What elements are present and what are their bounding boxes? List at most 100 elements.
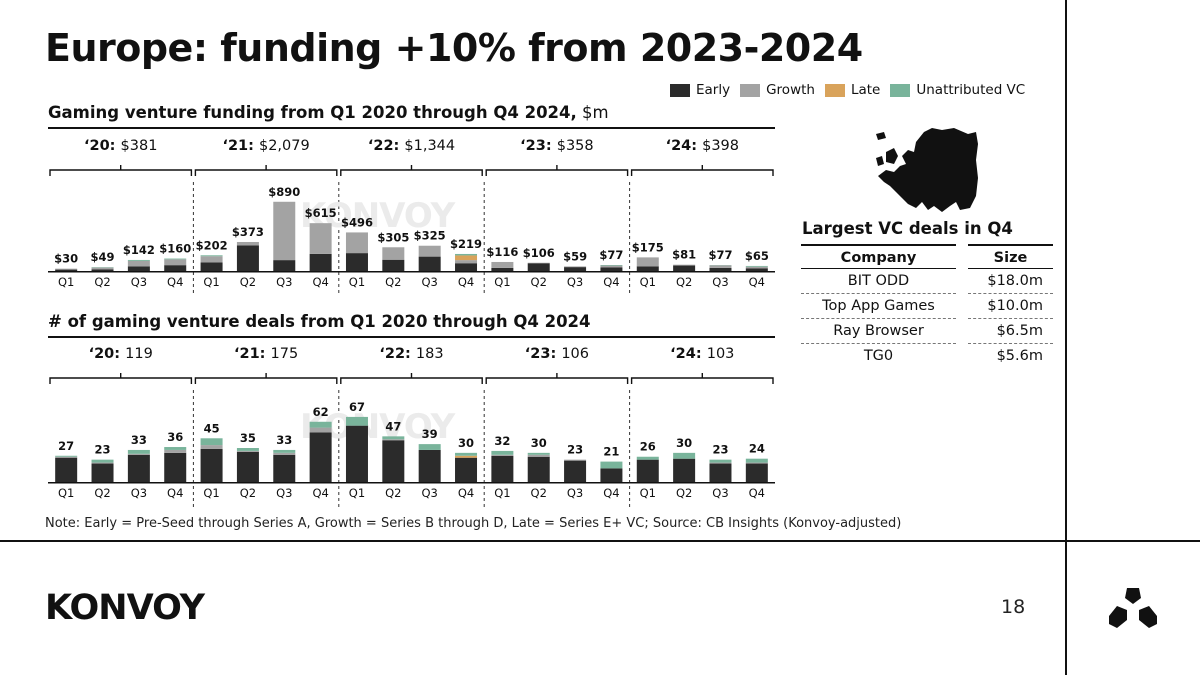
x-tick-label: Q3 [276, 486, 292, 500]
bar-segment-growth [164, 259, 187, 266]
bar-segment-early [345, 253, 368, 271]
bar-total-label: $160 [159, 242, 191, 256]
bar-segment-growth [709, 265, 732, 268]
legend-swatch-early [670, 83, 690, 97]
year-total: $2,079 [259, 138, 310, 154]
x-tick-label: Q4 [749, 275, 765, 289]
table-row: Top App Games $10.0m [801, 293, 1053, 319]
column-gap [956, 319, 968, 344]
right-divider [1065, 0, 1067, 675]
bar-segment-unattributed-vc [418, 444, 441, 450]
year-total-label: ‘22: $1,344 [368, 138, 455, 154]
bar-segment-unattributed-vc [309, 421, 332, 428]
bar-segment-unattributed-vc [200, 438, 223, 446]
x-tick-label: Q1 [494, 486, 510, 500]
bar-total-label: $219 [450, 237, 482, 251]
x-tick-label: Q2 [531, 275, 547, 289]
x-tick-label: Q3 [421, 275, 437, 289]
legend-label-growth: Growth [766, 82, 815, 98]
deals-chart-title: # of gaming venture deals from Q1 2020 t… [48, 312, 591, 331]
largest-deals-table: Company Size BIT ODD $18.0m Top App Game… [801, 244, 1053, 368]
year-total-label: ‘21: 175 [234, 346, 298, 362]
legend-label-unattributed: Unattributed VC [916, 82, 1026, 98]
bar-total-label: 24 [749, 442, 765, 456]
x-tick-label: Q2 [94, 275, 110, 289]
bar-segment-unattributed-vc [600, 265, 623, 266]
x-tick-label: Q3 [421, 486, 437, 500]
bar-segment-early [564, 267, 587, 271]
bar-segment-growth [745, 462, 768, 464]
bar-total-label: $175 [632, 240, 664, 254]
x-tick-label: Q2 [385, 275, 401, 289]
bar-segment-unattributed-vc [600, 461, 623, 469]
bar-segment-early [309, 432, 332, 482]
bar-segment-early [600, 468, 623, 482]
bar-segment-unattributed-vc [745, 458, 768, 463]
funding-chart-title: Gaming venture funding from Q1 2020 thro… [48, 103, 609, 122]
bar-segment-early [164, 452, 187, 482]
legend-swatch-growth [740, 83, 761, 97]
bar-total-label: 23 [567, 443, 583, 457]
bar-segment-early [55, 457, 78, 482]
bar-total-label: $106 [523, 246, 555, 260]
bar-total-label: 32 [494, 434, 510, 448]
bar-segment-growth [418, 245, 441, 257]
bar-segment-early [345, 425, 368, 482]
bar-segment-growth [636, 257, 659, 267]
x-tick-label: Q4 [458, 486, 474, 500]
bar-segment-unattributed-vc [455, 253, 478, 256]
bar-total-label: $142 [123, 243, 155, 257]
bar-segment-early [127, 266, 150, 271]
bar-segment-unattributed-vc [491, 450, 514, 455]
company-column-header: Company [801, 244, 956, 269]
bar-segment-early [418, 449, 441, 482]
bar-segment-unattributed-vc [709, 459, 732, 463]
deal-company: BIT ODD [801, 268, 956, 294]
legend-swatch-unattributed [890, 83, 911, 97]
x-tick-label: Q3 [567, 486, 583, 500]
year-total: $398 [702, 138, 739, 154]
bar-segment-growth [745, 266, 768, 269]
bar-total-label: $65 [745, 249, 769, 263]
bar-total-label: $77 [708, 248, 732, 262]
bar-segment-growth [236, 450, 259, 452]
bar-segment-early [200, 262, 223, 271]
bar-total-label: 67 [349, 400, 365, 414]
bar-total-label: $77 [599, 248, 623, 262]
legend-label-late: Late [850, 82, 881, 98]
year-total-label: ‘24: 103 [670, 346, 734, 362]
bar-total-label: 33 [276, 433, 292, 447]
bar-segment-late [455, 255, 478, 261]
bar-segment-unattributed-vc [200, 255, 223, 257]
bar-total-label: 36 [167, 430, 183, 444]
x-tick-label: Q4 [603, 275, 619, 289]
x-tick-label: Q2 [94, 486, 110, 500]
bar-segment-unattributed-vc [527, 452, 550, 455]
column-gap [956, 294, 968, 319]
bar-total-label: 30 [458, 436, 474, 450]
table-row: Ray Browser $6.5m [801, 318, 1053, 344]
x-tick-label: Q4 [312, 275, 328, 289]
bar-segment-unattributed-vc [273, 449, 296, 453]
bar-total-label: 30 [531, 436, 547, 450]
size-column-header: Size [968, 244, 1053, 269]
bar-total-label: 33 [131, 433, 147, 447]
x-tick-label: Q1 [349, 486, 365, 500]
year-total-label: ‘20: $381 [84, 138, 157, 154]
legend-item-growth: Growth [740, 82, 815, 98]
table-row: TG0 $5.6m [801, 344, 1053, 369]
konvoy-logo: KONVOY [45, 588, 205, 628]
bar-total-label: $116 [486, 245, 518, 259]
year-total: 183 [416, 346, 444, 362]
bar-total-label: $59 [563, 249, 587, 263]
year-label: ‘23: [520, 138, 557, 154]
year-label: ‘24: [666, 138, 703, 154]
deal-size: $10.0m [968, 293, 1053, 319]
bar-total-label: $325 [414, 229, 446, 243]
bar-segment-early [236, 245, 259, 271]
bar-segment-growth [309, 427, 332, 433]
bar-segment-early [636, 266, 659, 271]
year-total: 106 [561, 346, 589, 362]
year-label: ‘22: [379, 346, 416, 362]
bar-segment-unattributed-vc [127, 449, 150, 454]
